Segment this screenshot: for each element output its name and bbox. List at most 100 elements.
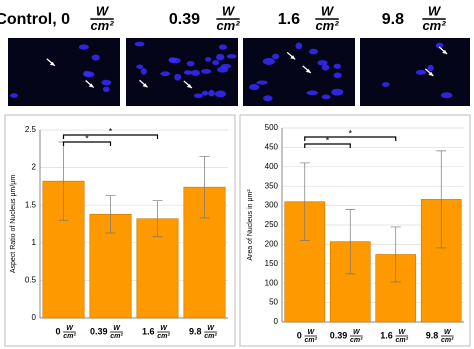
nucleus — [262, 57, 275, 65]
microscope-image — [8, 38, 120, 106]
unit-denominator: cm² — [157, 333, 170, 340]
y-tick-label: 0 — [274, 317, 279, 326]
arrow-head — [442, 49, 448, 54]
x-tick-label: 0 — [55, 326, 60, 336]
significance-bracket — [62, 141, 112, 146]
nucleus — [201, 69, 212, 74]
nucleus — [214, 90, 227, 98]
unit-numerator: W — [222, 3, 236, 18]
nucleus — [205, 57, 212, 62]
x-tick-label: 1.6 — [380, 330, 393, 340]
nucleus — [220, 63, 232, 69]
unit-numerator: W — [398, 329, 406, 336]
nucleus — [381, 82, 390, 87]
error-bar — [199, 155, 210, 219]
arrow-head — [49, 61, 55, 66]
y-tick-label: 450 — [265, 143, 279, 152]
y-tick-label: 50 — [269, 298, 278, 307]
nucleus — [101, 79, 112, 86]
nucleus — [256, 80, 268, 85]
x-tick-label: 9.8 — [426, 330, 439, 340]
arrow-head — [186, 84, 192, 89]
x-tick-label: 1.6 — [142, 326, 155, 336]
nucleus — [216, 53, 225, 61]
nucleus — [84, 71, 95, 78]
unit-denominator: cm² — [305, 337, 318, 344]
arrow-head — [305, 68, 311, 73]
nucleus — [201, 90, 209, 96]
nucleus — [208, 89, 215, 97]
unit-denominator: cm² — [350, 337, 363, 344]
significance-bracket — [62, 134, 159, 139]
unit-numerator: W — [207, 325, 215, 332]
nucleus — [193, 93, 203, 99]
unit-numerator: W — [321, 3, 335, 18]
error-bar — [105, 195, 116, 234]
header-label: 1.6 — [278, 11, 300, 28]
y-tick-label: 0.5 — [25, 276, 37, 285]
nucleus — [295, 42, 303, 50]
unit-numerator: W — [113, 325, 121, 332]
unit-numerator: W — [96, 3, 110, 18]
unit-numerator: W — [428, 3, 442, 18]
y-tick-label: 150 — [265, 259, 279, 268]
unit-denominator: cm² — [422, 18, 446, 33]
unit-numerator: W — [353, 329, 361, 336]
unit-denominator: cm² — [315, 18, 339, 33]
significance-bracket — [304, 143, 351, 148]
nucleus — [321, 64, 330, 71]
unit-numerator: W — [307, 329, 315, 336]
nucleus — [136, 64, 144, 69]
y-tick-label: 400 — [265, 162, 279, 171]
nucleus — [78, 44, 89, 50]
y-axis-label: Aspect Ratio of Nucleus μm/μm — [10, 175, 17, 273]
y-tick-label: 250 — [265, 220, 279, 229]
nucleus — [263, 95, 273, 102]
x-tick-label: 9.8 — [189, 326, 202, 336]
significance-label: * — [348, 128, 352, 138]
nucleus — [427, 64, 434, 72]
significance-label: * — [326, 135, 330, 145]
nucleus — [440, 92, 453, 99]
nucleus — [140, 68, 147, 75]
error-bar — [436, 150, 447, 249]
unit-denominator: cm² — [90, 18, 114, 33]
y-tick-label: 350 — [265, 181, 279, 190]
unit-denominator: cm² — [204, 333, 217, 340]
nucleus — [415, 69, 427, 75]
y-tick-label: 300 — [265, 201, 279, 210]
y-tick-label: 500 — [265, 123, 279, 132]
unit-denominator: cm² — [396, 337, 409, 344]
nucleus — [102, 86, 110, 92]
header-label: 9.8 — [382, 11, 404, 28]
error-bar — [152, 200, 163, 238]
y-tick-label: 100 — [265, 278, 279, 287]
y-tick-label: 0 — [32, 313, 37, 322]
y-tick-label: 1 — [32, 238, 37, 247]
nucleus — [160, 71, 171, 77]
nucleus — [272, 53, 280, 60]
unit-denominator: cm² — [441, 337, 454, 344]
nucleus — [183, 70, 193, 75]
error-bar — [345, 209, 356, 275]
nucleus — [134, 41, 145, 47]
nucleus — [435, 42, 444, 49]
arrow-head — [142, 83, 148, 88]
nucleus — [249, 84, 260, 91]
nucleus — [212, 60, 220, 66]
y-tick-label: 200 — [265, 240, 279, 249]
nucleus — [186, 61, 195, 67]
nucleus — [317, 60, 328, 66]
y-tick-label: 1.5 — [25, 200, 37, 209]
nucleus — [331, 88, 344, 96]
nucleus — [226, 54, 237, 59]
x-tick-label: 0 — [297, 330, 302, 340]
header-label: 0.39 — [169, 11, 200, 28]
nucleus — [174, 73, 182, 81]
nucleus — [333, 63, 341, 69]
y-axis-label: Area of Nucleus in μm² — [247, 189, 254, 261]
nucleus — [218, 44, 227, 50]
nucleus — [306, 90, 318, 96]
microscope-image — [360, 38, 470, 106]
